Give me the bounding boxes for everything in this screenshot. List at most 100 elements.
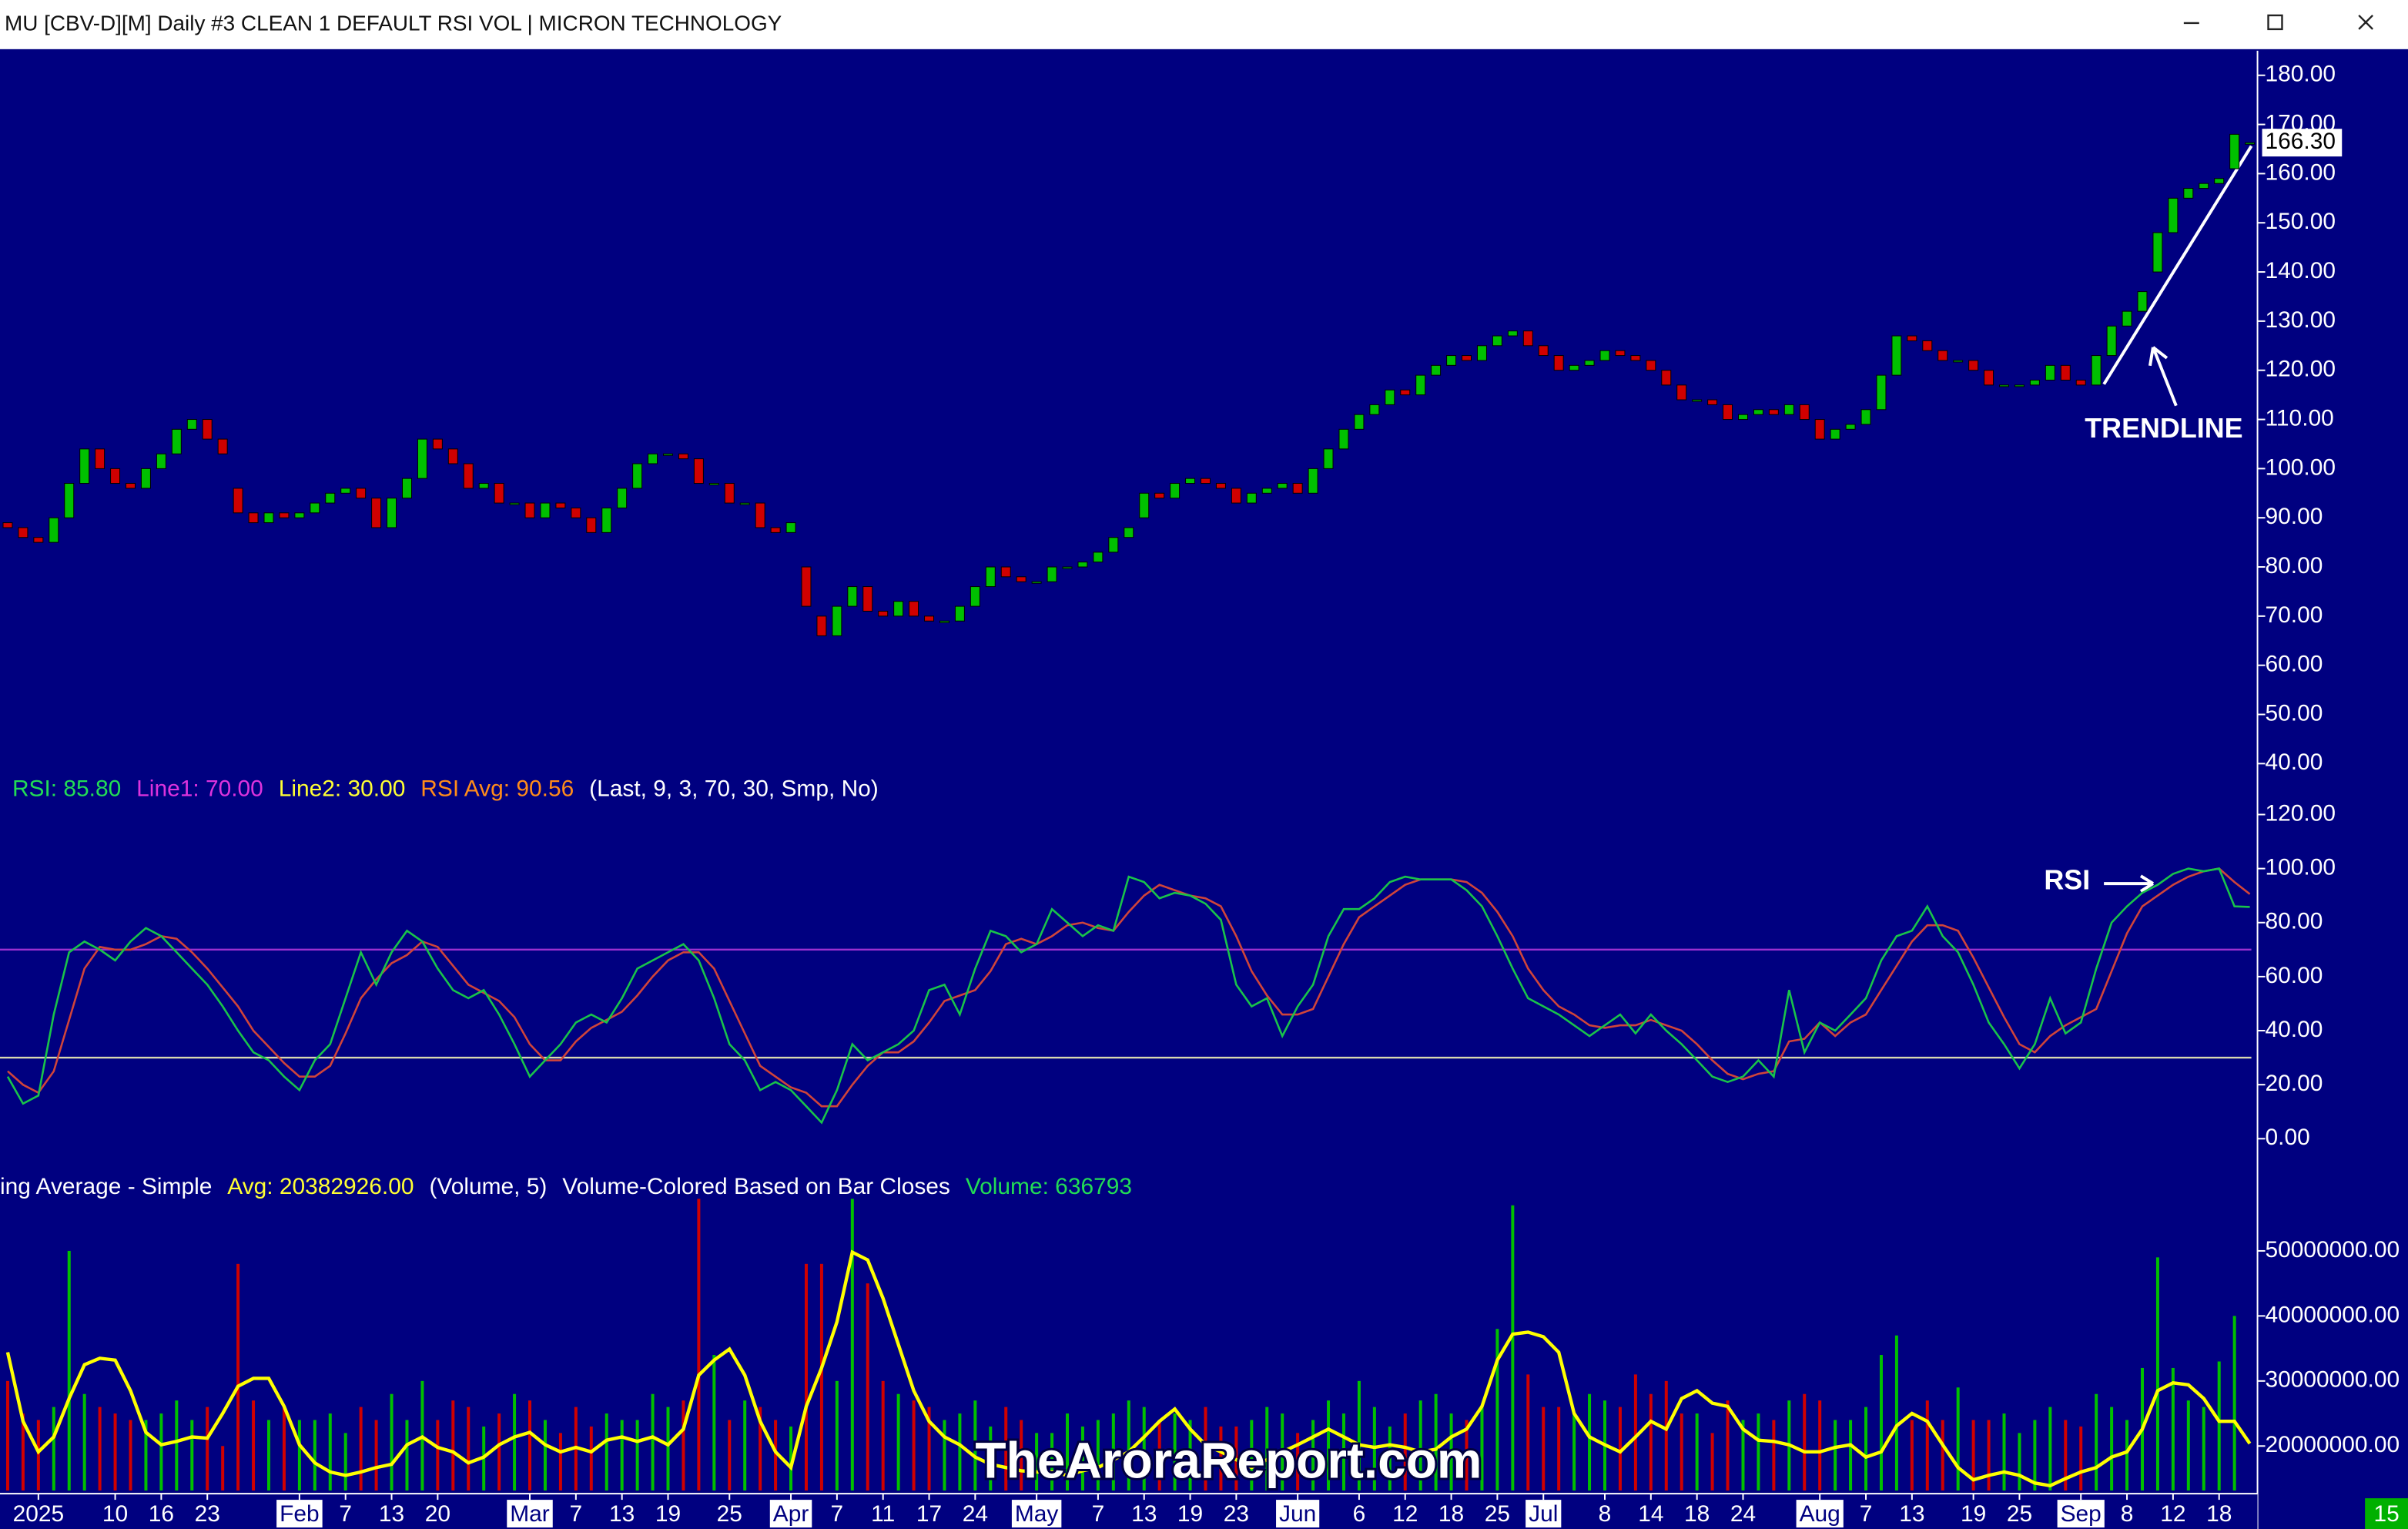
month-label: Aug <box>1800 1501 1840 1527</box>
x-tick-label: 2025 <box>13 1501 65 1527</box>
candle-body <box>832 605 842 636</box>
candle-body <box>1139 492 1150 518</box>
y-tick-label: 40000000.00 <box>2266 1302 2400 1327</box>
x-tick-label: 7 <box>831 1501 844 1527</box>
x-tick-label: 16 <box>149 1501 174 1527</box>
candle-body <box>2029 379 2040 386</box>
month-label: Sep <box>2061 1501 2102 1527</box>
candle-body <box>494 483 504 504</box>
candle-body <box>2014 384 2025 387</box>
volume-bar <box>1219 1426 1223 1491</box>
candle-body <box>1676 384 1687 401</box>
candle-body <box>1538 345 1549 357</box>
y-tick-label: 40.00 <box>2266 749 2323 775</box>
volume-bar <box>697 1199 701 1491</box>
candle-body <box>18 527 28 538</box>
candle-body <box>1630 355 1641 361</box>
y-tick-label: 100.00 <box>2266 855 2336 880</box>
volume-bar <box>5 1380 9 1491</box>
volume-bar <box>1971 1420 1975 1491</box>
candle-body <box>1492 335 1502 347</box>
candle-body <box>2 522 13 528</box>
candle-body <box>663 453 673 456</box>
volume-bar <box>866 1283 869 1491</box>
legend-entry: (Last, 9, 3, 70, 30, Smp, No) <box>589 776 879 801</box>
volume-bar <box>1020 1420 1023 1491</box>
month-box <box>1011 1500 1062 1528</box>
volume-bar <box>144 1420 148 1491</box>
candle-body <box>648 453 658 464</box>
month-label: Jul <box>1529 1501 1558 1527</box>
month-box <box>1796 1500 1844 1528</box>
candle-body <box>1215 483 1226 489</box>
rsi-line <box>6 867 2250 1125</box>
volume-bar <box>1050 1433 1054 1491</box>
candle-body <box>739 502 750 505</box>
volume-bar <box>2064 1420 2068 1491</box>
candle-body <box>1446 355 1457 366</box>
candle-body <box>478 483 489 489</box>
legend-entry: Volume: 636793 <box>966 1174 1132 1199</box>
volume-bar <box>1188 1420 1192 1491</box>
volume-bar <box>436 1420 440 1491</box>
candle-body <box>2183 188 2194 199</box>
volume-bar <box>1327 1400 1331 1491</box>
candle-body <box>1707 399 1718 405</box>
x-tick-label: 23 <box>195 1501 220 1527</box>
volume-bar <box>1157 1420 1161 1491</box>
volume-bar <box>1772 1420 1776 1491</box>
x-tick-label: 24 <box>1730 1501 1756 1527</box>
last-price-label: 166.30 <box>2266 129 2336 154</box>
volume-bar <box>513 1393 517 1491</box>
candle-body <box>217 438 228 454</box>
volume-bar <box>328 1413 332 1491</box>
candle-body <box>463 463 474 489</box>
candle-body <box>1246 492 1257 504</box>
volume-bar <box>390 1393 394 1491</box>
volume-bar <box>1879 1355 1883 1491</box>
volume-bar <box>1894 1335 1898 1491</box>
volume-bar <box>374 1420 378 1491</box>
candle-body <box>1415 374 1426 396</box>
volume-bar <box>1357 1380 1361 1491</box>
volume-bar <box>2202 1407 2205 1491</box>
candle-body <box>1999 384 2009 387</box>
volume-bar <box>958 1413 962 1491</box>
volume-bar <box>52 1407 55 1491</box>
volume-bar <box>467 1407 471 1491</box>
y-tick-label: 50000000.00 <box>2266 1237 2400 1262</box>
candle-body <box>1277 483 1288 489</box>
close-button[interactable] <box>2358 15 2373 30</box>
volume-bar <box>1757 1413 1760 1491</box>
y-tick-label: 120.00 <box>2266 800 2336 826</box>
y-tick-label: 80.00 <box>2266 553 2323 578</box>
candle-body <box>909 601 919 617</box>
candle-body <box>1891 335 1902 376</box>
volume-bar <box>1035 1433 1039 1491</box>
volume-bar <box>2217 1361 2221 1491</box>
candle-body <box>432 438 443 450</box>
rsi-arrow <box>2104 874 2155 893</box>
candle-body <box>1231 488 1241 504</box>
month-box <box>769 1500 812 1528</box>
candle-body <box>325 492 336 504</box>
maximize-button[interactable] <box>2267 14 2283 31</box>
volume-bar <box>359 1407 363 1491</box>
y-tick-label: 60.00 <box>2266 963 2323 988</box>
x-tick-label: 7 <box>570 1501 583 1527</box>
volume-bar <box>1465 1420 1469 1491</box>
volume-bar <box>405 1420 409 1491</box>
candle-body <box>126 483 136 489</box>
candle-body <box>601 507 612 533</box>
x-tick-label: 23 <box>1224 1501 1249 1527</box>
candle-body <box>1185 478 1196 485</box>
volume-bar <box>881 1380 885 1491</box>
candle-body <box>1047 566 1057 582</box>
candle-body <box>2168 197 2179 233</box>
candle-body <box>1599 350 1610 361</box>
month-box <box>507 1500 553 1528</box>
candle-body <box>1000 566 1011 578</box>
month-box <box>1276 1500 1320 1528</box>
candle-body <box>2045 364 2055 381</box>
candle-body <box>340 488 351 494</box>
